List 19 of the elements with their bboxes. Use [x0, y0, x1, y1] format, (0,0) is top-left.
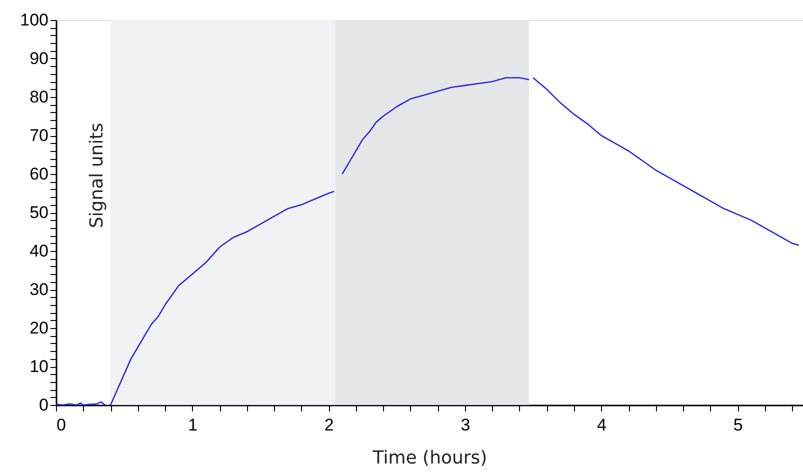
y-tick-label: 80 — [30, 88, 48, 106]
y-tick-label: 10 — [30, 357, 48, 376]
x-tick-label: 3 — [460, 416, 470, 434]
x-tick-label: 2 — [324, 416, 334, 434]
x-axis-title: Time (hours) — [372, 448, 488, 468]
y-tick-label: 60 — [30, 164, 48, 184]
y-tick-label: 100 — [20, 10, 48, 30]
y-tick-label: 50 — [30, 203, 48, 222]
x-tick-label: 1 — [188, 416, 198, 434]
y-tick-label: 0 — [39, 396, 48, 414]
x-tick-label: 0 — [56, 416, 66, 434]
y-tick-label: 40 — [30, 242, 48, 260]
x-tick-label: 4 — [597, 416, 606, 434]
y-axis-title: Signal units — [86, 122, 108, 228]
y-tick-label: 30 — [30, 280, 48, 299]
y-tick-label: 70 — [30, 126, 48, 145]
y-tick-label: 20 — [30, 318, 48, 338]
x-tick-label: 5 — [733, 416, 743, 434]
y-tick-label: 90 — [30, 49, 48, 68]
